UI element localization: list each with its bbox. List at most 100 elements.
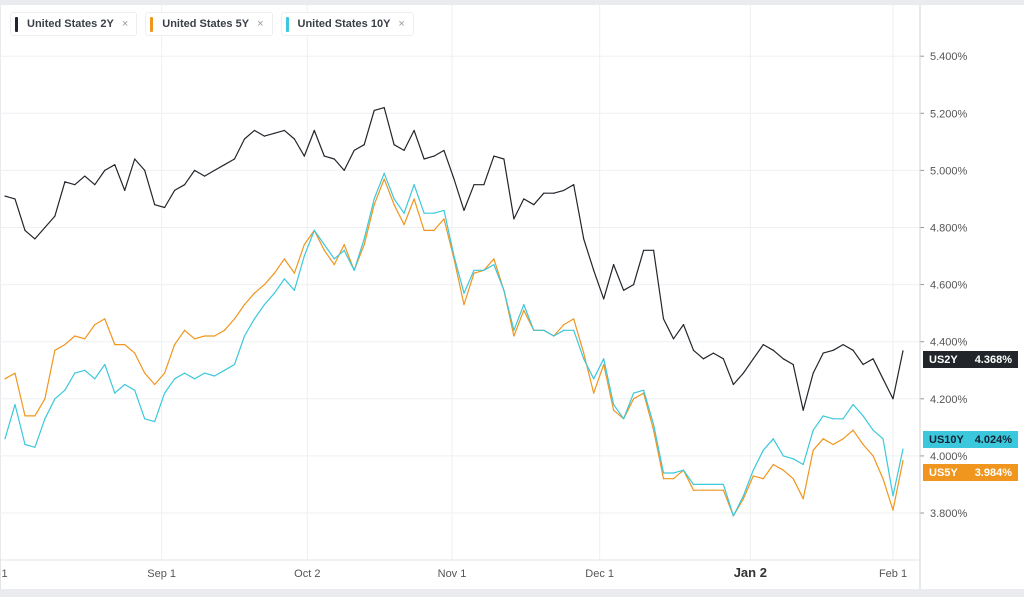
- data-point: [662, 472, 665, 474]
- data-point: [34, 415, 36, 417]
- data-point: [213, 169, 216, 171]
- data-point: [882, 378, 884, 380]
- data-point: [54, 349, 56, 351]
- data-point: [74, 335, 76, 337]
- data-point: [613, 409, 615, 411]
- data-point: [423, 158, 425, 160]
- data-point: [473, 184, 475, 186]
- data-point: [4, 438, 6, 440]
- legend-chip-us5y[interactable]: United States 5Y ×: [145, 12, 273, 36]
- data-point: [842, 418, 844, 420]
- data-point: [253, 292, 256, 294]
- data-point: [393, 204, 395, 206]
- close-icon[interactable]: ×: [121, 18, 129, 30]
- data-point: [203, 175, 206, 177]
- data-point: [702, 483, 705, 486]
- data-point: [383, 172, 385, 174]
- data-point: [233, 318, 236, 320]
- data-point: [752, 475, 754, 477]
- legend-chip-us10y[interactable]: United States 10Y ×: [280, 12, 414, 36]
- data-point: [363, 238, 365, 240]
- data-point: [353, 149, 355, 152]
- data-point: [792, 363, 794, 366]
- data-point: [902, 350, 904, 352]
- data-point: [164, 206, 166, 209]
- y-tick-label: 4.600%: [930, 280, 968, 292]
- data-point: [223, 164, 226, 166]
- data-point: [174, 189, 176, 191]
- data-point: [273, 272, 275, 274]
- data-point: [852, 403, 854, 406]
- data-point: [94, 184, 96, 186]
- data-point: [812, 429, 814, 431]
- data-point: [413, 184, 415, 186]
- data-point: [203, 335, 206, 337]
- data-point: [54, 215, 56, 217]
- data-point: [722, 489, 725, 491]
- data-point: [752, 469, 754, 471]
- data-point: [343, 244, 345, 246]
- data-point: [233, 363, 236, 366]
- legend-label: United States 2Y: [27, 18, 114, 30]
- data-point: [662, 318, 665, 320]
- data-point: [233, 158, 236, 160]
- data-point: [493, 258, 495, 260]
- data-point: [323, 155, 325, 157]
- data-point: [104, 363, 106, 366]
- data-point: [623, 418, 625, 420]
- data-point: [463, 209, 465, 211]
- data-point: [144, 418, 146, 420]
- data-point: [94, 323, 96, 326]
- data-point: [283, 258, 285, 260]
- data-point: [652, 423, 655, 426]
- data-point: [114, 343, 116, 346]
- data-point: [363, 144, 365, 146]
- y-tick-label: 4.000%: [930, 451, 968, 463]
- data-point: [583, 352, 585, 354]
- data-point: [493, 264, 495, 266]
- data-point: [633, 284, 635, 286]
- data-point: [672, 478, 675, 480]
- data-point: [193, 338, 196, 340]
- data-point: [164, 372, 166, 374]
- data-point: [24, 229, 26, 231]
- data-point: [672, 472, 675, 474]
- data-point: [263, 135, 266, 137]
- data-point: [84, 175, 86, 177]
- data-point: [603, 363, 605, 366]
- price-badge-us5y: US5Y 3.984%: [923, 464, 1018, 481]
- x-tick-label: g 1: [0, 568, 8, 580]
- data-point: [313, 229, 315, 231]
- data-point: [273, 292, 275, 294]
- data-point: [543, 192, 545, 194]
- series-line-us10y: [4, 172, 904, 517]
- data-point: [413, 129, 415, 132]
- badge-symbol: US5Y: [929, 466, 958, 479]
- data-point: [702, 489, 705, 491]
- y-axis: 3.800% 4.000% 4.200% 4.400% 4.600% 4.800% 5.00…: [919, 5, 968, 589]
- data-point: [223, 329, 226, 331]
- x-tick-label: Dec 1: [585, 568, 614, 580]
- data-point: [154, 421, 156, 423]
- close-icon[interactable]: ×: [257, 18, 264, 30]
- data-point: [802, 409, 804, 411]
- data-point: [323, 244, 325, 246]
- close-icon[interactable]: ×: [398, 18, 405, 30]
- data-point: [822, 415, 824, 417]
- data-point: [563, 323, 565, 326]
- data-point: [193, 378, 196, 380]
- data-point: [363, 244, 365, 246]
- data-point: [872, 358, 874, 360]
- data-point: [443, 149, 445, 152]
- data-point: [293, 138, 295, 140]
- data-point: [433, 212, 435, 214]
- data-point: [682, 469, 685, 471]
- series-color-swatch: [285, 16, 289, 32]
- legend-chip-us2y[interactable]: United States 2Y ×: [10, 12, 138, 36]
- data-point: [772, 438, 774, 440]
- data-point: [722, 483, 725, 486]
- legend: United States 2Y × United States 5Y × Un…: [10, 12, 414, 36]
- data-point: [243, 138, 246, 140]
- data-point: [333, 158, 335, 160]
- data-point: [213, 375, 216, 377]
